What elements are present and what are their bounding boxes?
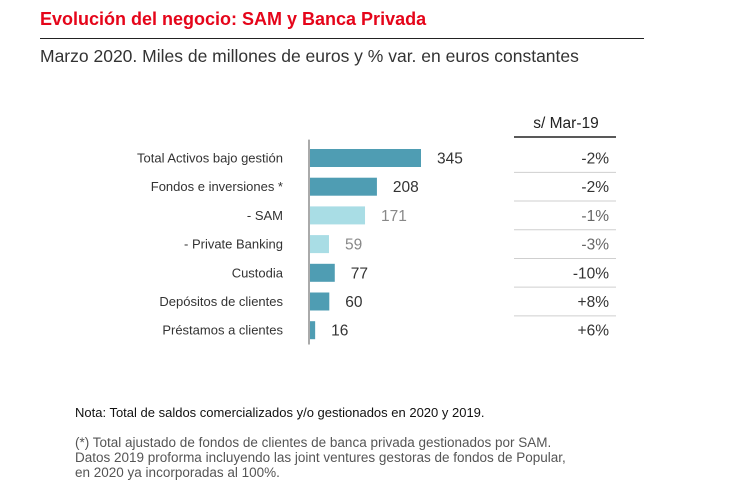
variation-value: -3%: [581, 237, 609, 254]
bar: [310, 292, 330, 311]
footnote-line: en 2020 ya incorporadas al 100%.: [75, 465, 280, 480]
value-label: 171: [381, 208, 407, 225]
chart-footnote: (*) Total ajustado de fondos de clientes…: [75, 435, 635, 480]
bar: [310, 149, 421, 167]
chart-note: Nota: Total de saldos comercializados y/…: [75, 405, 485, 420]
footnote-line: Datos 2019 proforma incluyendo las joint…: [75, 450, 566, 465]
variation-header: s/ Mar-19: [533, 115, 598, 132]
value-label: 345: [437, 151, 463, 168]
variation-value: -10%: [573, 265, 609, 282]
bar: [310, 263, 335, 282]
bar: [310, 177, 377, 196]
value-label: 77: [351, 265, 368, 282]
chart-subtitle: Marzo 2020. Miles de millones de euros y…: [40, 46, 579, 66]
variation-value: +8%: [578, 294, 610, 311]
variation-value: -2%: [581, 151, 609, 168]
category-label: Total Activos bajo gestión: [137, 151, 283, 166]
value-label: 16: [331, 323, 348, 340]
footnote-line: (*) Total ajustado de fondos de clientes…: [75, 435, 552, 450]
title-divider: [40, 38, 644, 39]
variation-value: +6%: [578, 323, 610, 340]
bar: [310, 321, 316, 340]
category-label: Custodia: [232, 265, 284, 280]
bar: [310, 235, 329, 254]
value-label: 208: [393, 179, 419, 196]
category-label: - SAM: [247, 208, 283, 223]
page-title: Evolución del negocio: SAM y Banca Priva…: [40, 9, 427, 29]
category-label: Depósitos de clientes: [159, 294, 283, 309]
category-label: Préstamos a clientes: [162, 323, 283, 338]
bar: [310, 206, 366, 225]
value-label: 60: [345, 294, 363, 311]
bar-chart: s/ Mar-19 Total Activos bajo gestión 345 -2…: [137, 115, 616, 345]
category-label: - Private Banking: [184, 237, 283, 252]
category-label: Fondos e inversiones *: [151, 179, 283, 194]
variation-value: -2%: [581, 179, 609, 196]
variation-value: -1%: [581, 208, 609, 225]
value-label: 59: [345, 237, 362, 254]
